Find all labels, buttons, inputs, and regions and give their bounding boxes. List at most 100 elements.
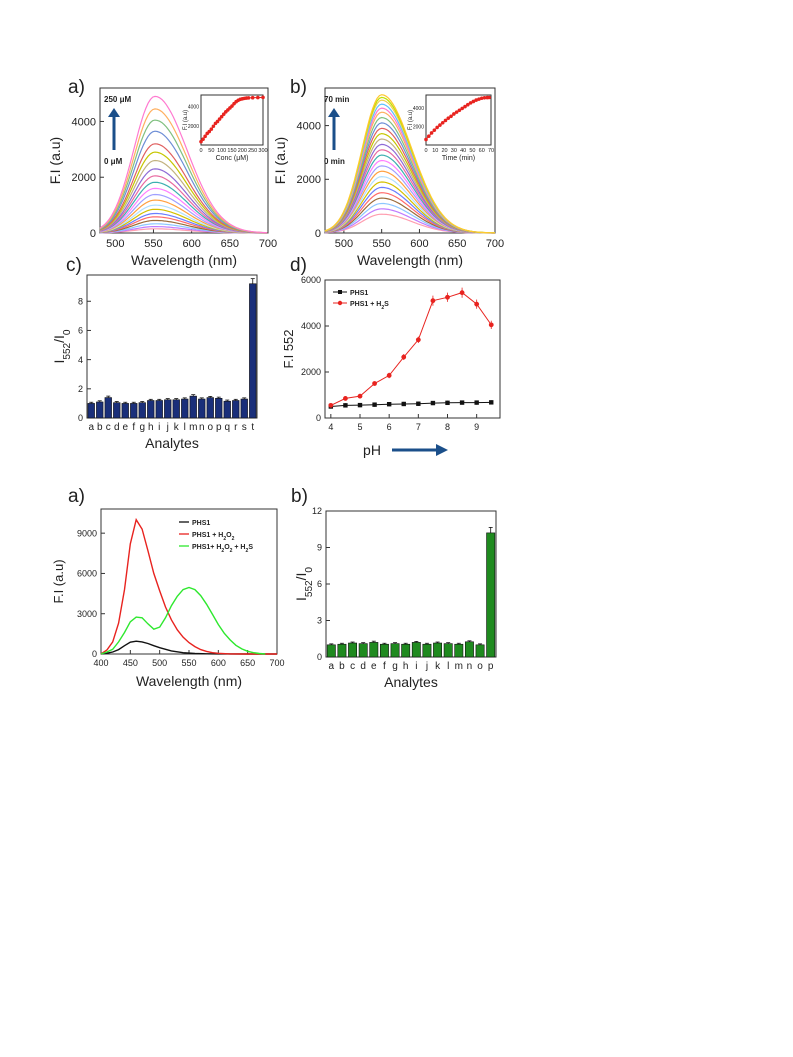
inset-point [468,101,473,105]
series-line [100,586,266,655]
bar [401,643,411,658]
bar [443,643,453,658]
panel-label: a) [68,77,85,98]
bar [348,642,358,658]
y-tick-label: 0 [315,228,321,240]
category-label: p [216,422,222,433]
bar [337,643,347,658]
inset-point [221,112,226,117]
increase-arrow-head [328,108,340,117]
x-tick-label: 550 [372,238,390,250]
x-tick-label: 550 [144,238,162,250]
bar [164,399,172,419]
inset-x-tick-label: 70 [488,148,494,154]
x-tick-label: 600 [410,238,428,250]
inset-y-tick-label: 4000 [188,105,199,111]
bar [155,400,163,419]
inset-point [250,95,255,100]
panel-label: b) [291,486,308,507]
bar [104,397,112,419]
bar [147,400,155,419]
x-tick-label: 5 [357,422,362,432]
data-point [445,400,450,406]
legend-label: PHS1 + H2S [350,301,389,311]
plot-frame [86,274,258,419]
x-tick-label: 600 [211,658,226,668]
bar [189,395,197,419]
category-label: m [189,422,197,433]
bar [390,643,400,658]
y-tick-label: 4000 [72,116,96,128]
category-label: c [106,422,111,433]
inset-y-label: F.I (a.u) [408,110,414,130]
bar [486,532,496,658]
category-label: i [415,661,417,672]
y-tick-label: 6000 [77,569,97,579]
bar [138,402,146,419]
category-label: p [488,661,494,672]
x-axis-label: Wavelength (nm) [357,252,463,268]
inset-x-tick-label: 300 [258,148,267,154]
spectrum-curve [324,94,496,234]
y-tick-label: 0 [78,413,83,423]
plot-frame [325,510,497,658]
data-point [357,402,363,408]
bar [240,398,248,419]
inset-point [429,131,434,135]
inset-point [424,137,428,142]
inset-point [209,127,214,131]
annotation-bottom: 0 μM [104,157,123,166]
y-tick-label: 3 [317,616,322,626]
annotation-bottom: 0 min [324,157,345,166]
ph-arrow-head [436,444,448,456]
data-point [372,402,377,407]
category-label: c [350,661,355,672]
inset-y-tick-label: 4000 [413,106,424,112]
inset-point [487,95,491,100]
bar [464,641,474,658]
series-line [330,292,492,406]
bar [433,642,443,658]
spectrum-curve [99,95,268,234]
bar [206,397,214,419]
series-line [100,517,277,655]
inset-x-tick-label: 250 [248,148,257,154]
category-label: e [122,422,128,433]
category-label: g [392,661,398,672]
bar [411,642,421,658]
category-label: h [148,422,154,433]
y-tick-label: 6 [317,579,322,589]
x-tick-label: 650 [221,238,239,250]
inset-point [246,96,251,100]
series-2: PHS1+ H2O2 + H2S [100,544,266,655]
y-axis-label: F.I (a.u) [51,559,66,603]
bar [454,643,464,658]
data-point [386,402,392,407]
inset-x-tick-label: 60 [479,148,485,154]
category-label: l [184,422,186,433]
x-axis-label: Analytes [145,435,199,451]
y-tick-label: 0 [316,413,321,423]
data-point [489,400,494,405]
category-label: r [234,422,238,433]
data-point [474,400,479,405]
legend-marker [337,300,343,306]
inset-point [474,98,478,102]
category-label: o [207,422,213,433]
plot-frame [100,508,278,655]
category-label: n [467,661,473,672]
x-tick-label: 500 [106,238,124,250]
category-label: d [360,661,366,672]
inset-point [211,124,216,129]
inset-y-tick-label: 2000 [413,124,424,130]
inset-point [207,129,212,134]
increase-arrow-head [108,108,120,117]
legend-label: PHS1+ H2O2 + H2S [192,544,253,554]
y-tick-label: 6000 [301,275,321,285]
category-label: i [158,422,160,433]
bar [130,403,138,419]
x-tick-label: 700 [486,238,504,250]
category-label: k [435,661,441,672]
